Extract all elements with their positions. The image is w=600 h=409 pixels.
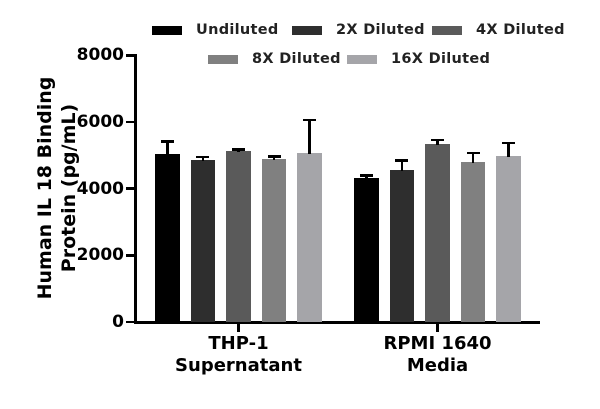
legend-swatch-icon xyxy=(347,54,377,64)
legend-swatch-icon xyxy=(292,25,322,35)
error-bar-cap xyxy=(160,140,174,143)
error-bar-cap xyxy=(303,118,317,122)
y-tick xyxy=(126,187,134,190)
error-bar-stem xyxy=(400,160,404,172)
error-bar-stem xyxy=(471,152,475,163)
bar-8x-diluted-group2 xyxy=(460,161,486,322)
error-bar-stem xyxy=(201,156,205,161)
y-tick xyxy=(126,320,134,324)
legend-item-16x-diluted: 16X Diluted xyxy=(347,51,490,67)
legend-item-4x-diluted: 4X Diluted xyxy=(432,22,565,38)
x-category-label: THP-1 Supernatant xyxy=(154,333,324,377)
error-bar-cap xyxy=(502,141,516,145)
bar-undiluted-group1 xyxy=(155,153,180,322)
error-bar-stem xyxy=(365,175,368,179)
y-tick xyxy=(126,254,134,257)
legend-item-undiluted: Undiluted xyxy=(152,22,279,38)
bar-2x-diluted-group1 xyxy=(190,159,216,322)
legend-label: 4X Diluted xyxy=(476,22,565,38)
y-tick-label: 6000 xyxy=(76,111,124,132)
error-bar-cap xyxy=(395,159,409,162)
bar-16x-diluted-group2 xyxy=(496,156,521,322)
bar-2x-diluted-group2 xyxy=(389,170,415,322)
error-bar-cap xyxy=(267,155,281,158)
y-tick-label: 2000 xyxy=(76,245,124,266)
bar-undiluted-group2 xyxy=(354,177,379,322)
bar-16x-diluted-group1 xyxy=(297,152,322,322)
x-tick xyxy=(436,323,439,332)
legend-swatch-icon xyxy=(432,25,462,35)
legend-swatch-icon xyxy=(152,25,182,35)
y-axis-line xyxy=(133,54,137,323)
error-bar-cap xyxy=(232,148,245,151)
x-category-label-line: Supernatant xyxy=(175,355,302,376)
legend-item-2x-diluted: 2X Diluted xyxy=(292,22,425,38)
x-category-label-line: THP-1 xyxy=(208,333,269,354)
bar-4x-diluted-group2 xyxy=(425,143,450,322)
y-tick-label: 8000 xyxy=(76,45,124,66)
y-tick-label: 4000 xyxy=(76,178,124,199)
y-axis-title-line: Human IL 18 Binding xyxy=(34,76,56,300)
error-bar-stem xyxy=(166,141,169,155)
y-tick xyxy=(126,54,134,57)
y-tick-label: 0 xyxy=(112,312,124,332)
error-bar-stem xyxy=(308,119,311,154)
legend-label: 2X Diluted xyxy=(336,22,425,38)
error-bar-cap xyxy=(359,174,373,177)
error-bar-stem xyxy=(507,142,510,158)
x-tick xyxy=(237,323,240,332)
y-tick xyxy=(126,120,134,124)
x-category-label-line: RPMI 1640 xyxy=(383,333,492,354)
error-bar-stem xyxy=(272,156,276,160)
legend-item-8x-diluted: 8X Diluted xyxy=(208,51,341,67)
bar-8x-diluted-group1 xyxy=(261,158,287,322)
legend-swatch-icon xyxy=(208,54,238,64)
error-bar-cap xyxy=(431,138,444,142)
x-category-label-line: Media xyxy=(406,355,469,376)
legend-label: Undiluted xyxy=(196,22,279,38)
legend-label: 16X Diluted xyxy=(391,51,491,67)
error-bar-cap xyxy=(466,151,480,155)
error-bar-cap xyxy=(196,155,210,159)
bar-4x-diluted-group1 xyxy=(226,150,251,322)
error-bar-stem xyxy=(436,139,439,145)
x-axis-line xyxy=(133,320,540,324)
legend-label: 8X Diluted xyxy=(252,51,341,67)
x-category-label: RPMI 1640 Media xyxy=(353,333,523,377)
